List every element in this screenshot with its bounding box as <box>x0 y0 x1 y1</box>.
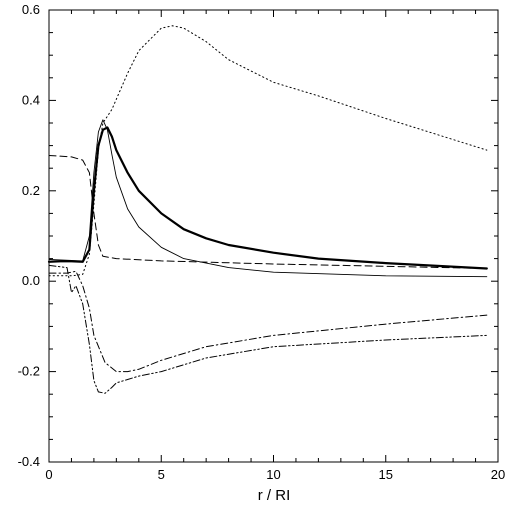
x-tick-label: 5 <box>158 467 165 482</box>
y-tick-label: 0.6 <box>22 2 40 17</box>
series-line-dashed <box>48 155 488 269</box>
y-axis: -0.4 -0.2 0.0 0.2 0.4 0.6 <box>18 2 498 469</box>
series-layer <box>47 25 488 394</box>
plot-border <box>48 9 499 463</box>
series-line-dash-dot-dot <box>48 264 488 394</box>
y-tick-label: 0.0 <box>22 273 40 288</box>
y-tick-label: 0.2 <box>22 183 40 198</box>
x-axis: 0 5 10 15 20 <box>45 10 505 482</box>
y-tick-label: -0.4 <box>18 454 40 469</box>
series-line-thin-solid <box>48 119 488 278</box>
y-tick-label: 0.4 <box>22 92 40 107</box>
x-tick-label: 10 <box>266 467 280 482</box>
x-axis-label: r / RI <box>258 487 291 504</box>
x-tick-label: 15 <box>379 467 393 482</box>
x-tick-label: 0 <box>45 467 52 482</box>
plot-frame <box>48 9 499 463</box>
series-line-dash-dot <box>48 270 488 373</box>
series-line-thick-solid <box>47 126 488 270</box>
y-tick-label: -0.2 <box>18 364 40 379</box>
x-tick-label: 20 <box>491 467 505 482</box>
series-line-dotted <box>48 25 488 277</box>
